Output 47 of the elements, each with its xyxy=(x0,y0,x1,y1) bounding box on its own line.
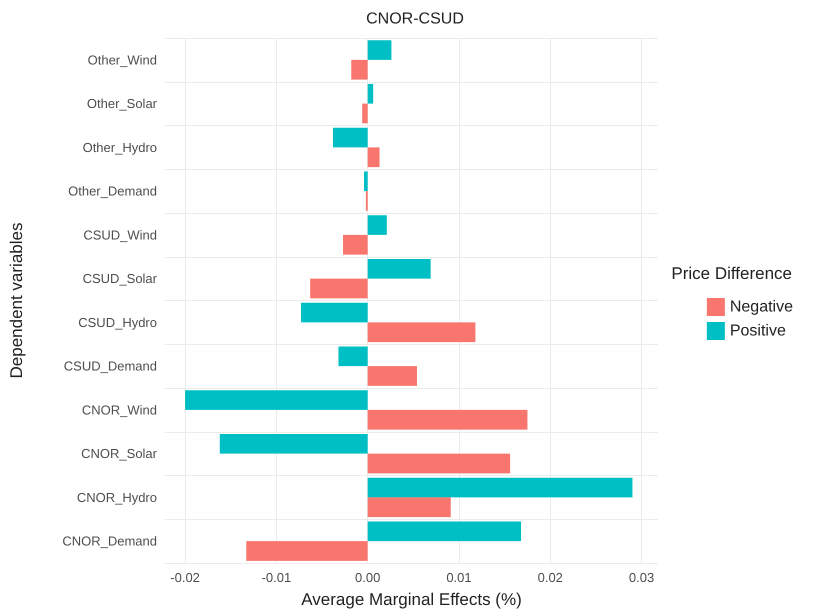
legend-title: Price Difference xyxy=(671,264,792,283)
bar xyxy=(368,410,528,430)
y-tick-label: CSUD_Solar xyxy=(82,271,158,286)
y-tick-label: Other_Wind xyxy=(88,52,157,68)
x-tick-label: 0.02 xyxy=(538,570,563,585)
legend-label: Negative xyxy=(730,298,794,316)
bar xyxy=(310,278,368,298)
bar xyxy=(368,40,392,60)
bar xyxy=(368,497,451,518)
bar xyxy=(220,434,368,454)
bar xyxy=(362,104,368,124)
y-tick-label: Other_Solar xyxy=(86,96,158,112)
x-tick-label: -0.02 xyxy=(170,570,200,585)
y-tick-label: CSUD_Hydro xyxy=(78,314,157,330)
bar xyxy=(246,541,368,561)
bar xyxy=(364,171,368,192)
x-tick-label: 0.01 xyxy=(446,570,472,585)
bar xyxy=(368,84,374,104)
y-tick-label: CSUD_Wind xyxy=(83,227,157,242)
bar xyxy=(368,258,431,279)
bar xyxy=(338,346,368,366)
bar xyxy=(368,454,510,474)
chart-title: CNOR-CSUD xyxy=(366,10,464,28)
x-tick-label: -0.01 xyxy=(262,570,292,585)
bar xyxy=(368,322,476,342)
x-tick-label: 0.03 xyxy=(628,570,654,585)
y-tick-label: CNOR_Solar xyxy=(81,446,158,462)
bar xyxy=(368,478,632,498)
bar xyxy=(185,390,368,410)
x-axis-title: Average Marginal Effects (%) xyxy=(301,590,522,609)
x-tick-label: 0.00 xyxy=(355,570,380,585)
bar xyxy=(368,521,522,542)
y-tick-label: CNOR_Hydro xyxy=(76,490,157,505)
y-tick-label: CNOR_Wind xyxy=(82,402,157,418)
y-axis-title: Dependent variables xyxy=(7,222,26,378)
y-tick-label: CSUD_Demand xyxy=(64,358,157,374)
y-tick-label: Other_Demand xyxy=(68,184,157,199)
bar xyxy=(368,215,387,235)
bar xyxy=(301,302,368,322)
y-tick-label: CNOR_Demand xyxy=(62,534,157,549)
y-tick-label: Other_Hydro xyxy=(82,140,157,155)
bar xyxy=(343,234,368,255)
bar xyxy=(351,60,368,80)
legend-label: Positive xyxy=(730,322,786,340)
bar xyxy=(368,147,380,168)
bar xyxy=(332,128,368,148)
bar xyxy=(368,366,417,386)
